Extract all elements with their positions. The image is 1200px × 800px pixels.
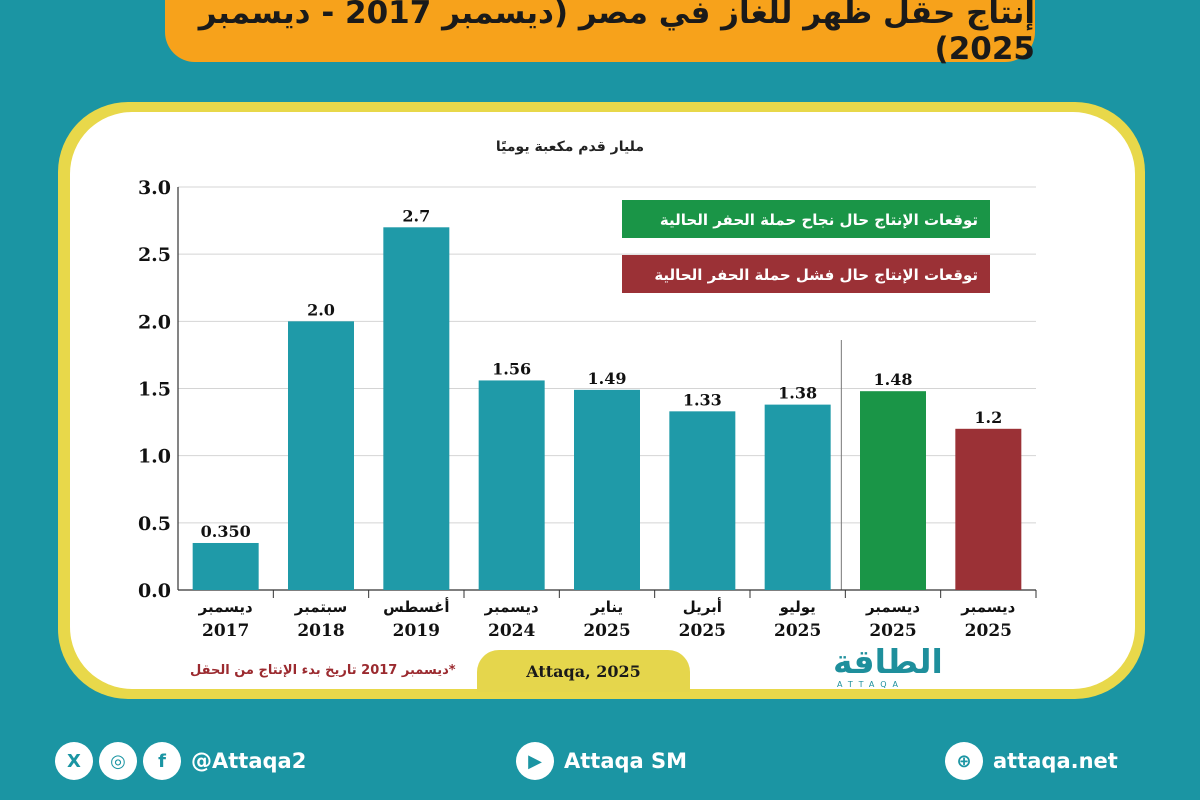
y-tick-label: 0.0 [138,580,171,602]
youtube-link: ▶ Attaqa SM [516,735,687,787]
website-link: ⊕ attaqa.net [945,735,1118,787]
instagram-icon[interactable]: ◎ [99,742,137,780]
logo-arabic: الطاقة [833,642,943,681]
bar-5 [574,389,640,590]
logo-latin: ATTAQA [837,680,904,689]
x-tick-label-year: 2024 [488,621,535,641]
website-url[interactable]: attaqa.net [993,749,1118,773]
bar-chart: مليار قدم مكعبة يوميًا 0.0 0.5 1.0 1.5 2.0 2.5… [138,139,1037,641]
chart-title: إنتاج حقل ظهر للغاز في مصر (ديسمبر 2017 … [198,0,1035,67]
attaqa-logo: الطاقة ATTAQA [833,642,983,689]
chart-panel: مليار قدم مكعبة يوميًا 0.0 0.5 1.0 1.5 2.0 2.5… [70,112,1135,689]
y-tick-label: 1.0 [138,446,171,468]
bar-8 [860,391,926,590]
data-label: 1.48 [874,370,913,389]
footnote: *ديسمبر 2017 تاريخ بدء الإنتاج من الحقل [190,663,456,678]
x-tick-label-year: 2019 [393,621,440,641]
social-links: X ◎ f @Attaqa2 [55,735,306,787]
x-tick-label-month: أبريل [683,597,722,616]
x-tick-label-month: ديسمبر [484,598,539,616]
x-tick-label-month: ديسمبر [960,598,1015,616]
bar-6 [669,411,736,590]
x-tick-label-month: ديسمبر [198,598,253,616]
legend-box-success [622,200,990,238]
data-label: 1.49 [588,369,627,388]
x-tick-label-month: يناير [590,598,623,616]
x-tick-label-month: يوليو [779,598,816,616]
bar-7 [764,404,831,590]
x-tick-label-month: ديسمبر [865,598,920,616]
data-label: 0.350 [201,522,251,541]
bar-9 [955,428,1022,590]
y-tick-label: 3.0 [138,177,171,199]
y-tick-label: 2.5 [138,244,171,266]
x-tick-label-year: 2025 [965,621,1012,641]
title-banner: إنتاج حقل ظهر للغاز في مصر (ديسمبر 2017 … [165,0,1035,67]
x-tick-label-month: سبتمبر [294,598,348,616]
x-tick-label-year: 2025 [583,621,630,641]
data-label: 1.2 [974,408,1002,427]
x-tick-label-year: 2025 [679,621,726,641]
bar-3 [383,227,450,591]
globe-icon[interactable]: ⊕ [945,742,983,780]
legend-box-failure [622,255,990,293]
data-label: 1.38 [778,384,817,403]
bar-1 [192,542,259,590]
x-tick-label-year: 2025 [774,621,821,641]
youtube-icon[interactable]: ▶ [516,742,554,780]
youtube-handle[interactable]: Attaqa SM [564,749,688,773]
source-text: Attaqa, 2025 [526,661,641,681]
data-label: 2.7 [402,206,430,225]
source-pill: Attaqa, 2025 [477,650,690,692]
data-label: 1.56 [492,359,531,378]
y-axis-label: مليار قدم مكعبة يوميًا [496,139,644,155]
bar-2 [288,321,354,590]
y-tick-label: 1.5 [138,379,171,401]
social-handle[interactable]: @Attaqa2 [191,749,307,773]
x-tick-label-year: 2018 [297,621,344,641]
y-tick-label: 2.0 [138,311,171,333]
x-tick-label-month: أغسطس [383,597,449,616]
legend-label-success: توقعات الإنتاج حال نجاح حملة الحفر الحال… [660,211,978,229]
x-tick-label-year: 2025 [869,621,916,641]
data-label: 2.0 [307,300,335,319]
data-label: 1.33 [683,390,722,409]
bar-4 [478,380,545,590]
y-tick-label: 0.5 [138,513,171,535]
facebook-icon[interactable]: f [143,742,181,780]
x-icon[interactable]: X [55,742,93,780]
legend-label-failure: توقعات الإنتاج حال فشل حملة الحفر الحالي… [654,266,978,284]
x-tick-label-year: 2017 [202,621,249,641]
